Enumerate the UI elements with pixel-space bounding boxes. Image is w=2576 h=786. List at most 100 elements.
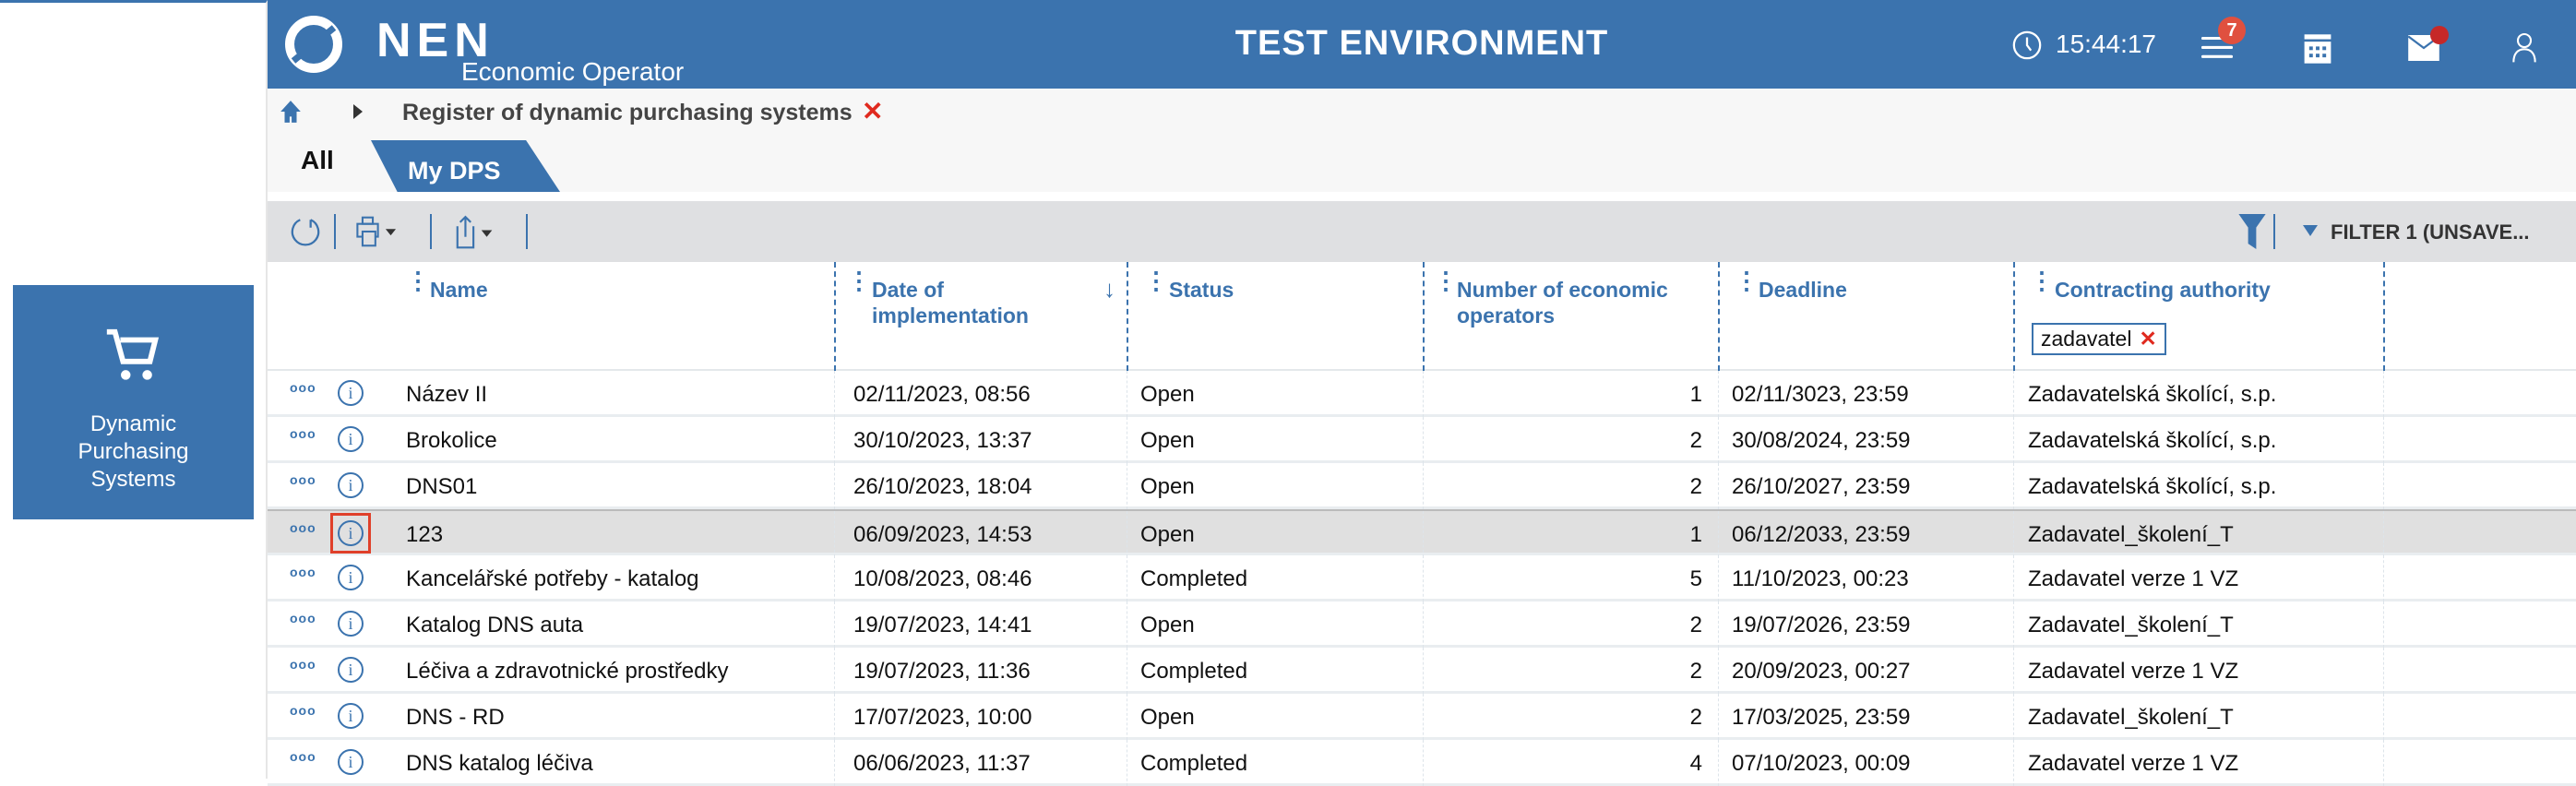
cell-divider <box>1423 511 1424 557</box>
table-row[interactable]: ooo i Kancelářské potřeby - katalog 10/08/2… <box>268 555 2576 601</box>
cell-status: Completed <box>1140 751 1248 776</box>
table-row[interactable]: ooo i DNS - RD 17/07/2023, 10:00 Open 2 17/03/… <box>268 694 2576 740</box>
sort-descending-icon[interactable]: ↓ <box>1103 275 1115 303</box>
cell-authority: Zadavatel verze 1 VZ <box>2028 751 2239 776</box>
column-divider[interactable] <box>1423 262 1425 371</box>
info-icon[interactable]: i <box>338 472 364 498</box>
info-icon[interactable]: i <box>338 749 364 775</box>
authority-filter-chip[interactable]: zadavatel ✕ <box>2032 323 2166 355</box>
cell-divider <box>834 417 835 463</box>
print-button[interactable] <box>356 216 402 252</box>
more-actions-icon[interactable]: ooo <box>290 520 316 535</box>
table-row[interactable]: ooo i DNS01 26/10/2023, 18:04 Open 2 26/10/202… <box>268 463 2576 509</box>
more-actions-icon[interactable]: ooo <box>290 703 316 718</box>
column-menu-icon[interactable]: ⋮ <box>847 267 871 294</box>
table-row[interactable]: ooo i Katalog DNS auta 19/07/2023, 14:41 Ope… <box>268 601 2576 648</box>
info-icon[interactable]: i <box>338 565 364 590</box>
info-icon[interactable]: i <box>338 657 364 683</box>
cell-status: Open <box>1140 428 1195 453</box>
filter-icon[interactable] <box>2238 214 2266 249</box>
info-icon[interactable]: i <box>338 703 364 729</box>
tab-my-dps[interactable]: My DPS <box>371 140 560 192</box>
column-divider[interactable] <box>2383 262 2385 371</box>
table-row[interactable]: ooo i Léčiva a zdravotnické prostředky 19/0… <box>268 648 2576 694</box>
column-menu-icon[interactable]: ⋮ <box>1434 267 1458 294</box>
column-menu-icon[interactable]: ⋮ <box>1144 267 1168 294</box>
cell-authority: Zadavatel verze 1 VZ <box>2028 659 2239 684</box>
cell-divider <box>2383 740 2384 786</box>
cell-operators: 2 <box>1689 474 1702 499</box>
cell-date: 30/10/2023, 13:37 <box>853 428 1032 453</box>
cell-divider <box>1423 740 1424 786</box>
chevron-down-icon[interactable] <box>2303 225 2318 236</box>
cell-authority: Zadavatel_školení_T <box>2028 522 2234 547</box>
more-actions-icon[interactable]: ooo <box>290 749 316 764</box>
table-row[interactable]: ooo i 123 06/09/2023, 14:53 Open 1 06/12/2033,… <box>268 509 2576 557</box>
cell-divider <box>834 555 835 601</box>
info-icon[interactable]: i <box>338 611 364 637</box>
cell-operators: 5 <box>1689 566 1702 591</box>
tab-all[interactable]: All <box>301 146 334 174</box>
breadcrumb-current[interactable]: Register of dynamic purchasing systems <box>402 100 853 125</box>
more-actions-icon[interactable]: ooo <box>290 657 316 672</box>
remove-filter-icon[interactable]: ✕ <box>2139 327 2157 351</box>
sidebar-tile-dynamic-purchasing-systems[interactable]: Dynamic Purchasing Systems <box>13 285 254 519</box>
info-icon[interactable]: i <box>338 380 364 406</box>
info-icon[interactable]: i <box>338 520 364 546</box>
table-row[interactable]: ooo i Název II 02/11/2023, 08:56 Open 1 02/11/… <box>268 371 2576 417</box>
column-header-authority[interactable]: Contracting authority <box>2055 278 2271 302</box>
cell-divider <box>834 463 835 509</box>
info-icon[interactable]: i <box>338 426 364 452</box>
table-row[interactable]: ooo i DNS katalog léčiva 06/06/2023, 11:37 C… <box>268 740 2576 786</box>
cell-divider <box>2013 694 2014 740</box>
cell-divider <box>834 648 835 694</box>
close-breadcrumb-icon[interactable]: ✕ <box>862 97 884 125</box>
export-button[interactable] <box>452 214 500 254</box>
more-actions-icon[interactable]: ooo <box>290 565 316 579</box>
filter-selector[interactable]: FILTER 1 (UNSAVE... <box>2331 220 2530 244</box>
column-divider[interactable] <box>1718 262 1720 371</box>
cell-name: 123 <box>406 522 444 547</box>
column-menu-icon[interactable]: ⋮ <box>406 267 430 294</box>
cell-divider <box>2383 463 2384 509</box>
column-menu-icon[interactable]: ⋮ <box>2030 267 2054 294</box>
column-divider[interactable] <box>2013 262 2015 371</box>
refresh-icon[interactable] <box>290 214 321 249</box>
cell-status: Open <box>1140 613 1195 637</box>
cell-deadline: 26/10/2027, 23:59 <box>1732 474 1911 499</box>
column-header-date[interactable]: Date of implementation <box>872 277 1029 328</box>
cell-divider <box>2013 371 2014 417</box>
cell-divider <box>834 740 835 786</box>
column-menu-icon[interactable]: ⋮ <box>1735 267 1759 294</box>
cell-operators: 2 <box>1689 705 1702 730</box>
cell-name: Léčiva a zdravotnické prostředky <box>406 659 729 684</box>
notifications-menu-button[interactable]: 7 <box>2200 17 2246 69</box>
more-actions-icon[interactable]: ooo <box>290 426 316 441</box>
cell-divider <box>1423 417 1424 463</box>
more-actions-icon[interactable]: ooo <box>290 380 316 395</box>
cell-deadline: 11/10/2023, 00:23 <box>1732 566 1909 591</box>
cell-name: Brokolice <box>406 428 497 453</box>
home-icon[interactable] <box>279 100 303 124</box>
column-divider[interactable] <box>834 262 836 371</box>
column-header-name[interactable]: Name <box>430 278 488 302</box>
user-icon[interactable] <box>2511 31 2537 63</box>
cell-divider <box>2013 740 2014 786</box>
calendar-icon[interactable] <box>2303 33 2332 65</box>
export-icon <box>456 215 493 249</box>
more-actions-icon[interactable]: ooo <box>290 611 316 625</box>
cell-authority: Zadavatelská školící, s.p. <box>2028 382 2277 407</box>
more-actions-icon[interactable]: ooo <box>290 472 316 487</box>
messages-button[interactable] <box>2407 26 2449 66</box>
cell-name: Název II <box>406 382 488 407</box>
tab-bar: All My DPS <box>268 137 2576 192</box>
cell-authority: Zadavatelská školící, s.p. <box>2028 474 2277 499</box>
cell-divider <box>2383 555 2384 601</box>
role-subtitle: Economic Operator <box>461 57 685 86</box>
column-header-operators[interactable]: Number of economic operators <box>1457 277 1668 328</box>
column-header-deadline[interactable]: Deadline <box>1759 278 1847 302</box>
notifications-badge: 7 <box>2218 17 2246 44</box>
table-row[interactable]: ooo i Brokolice 30/10/2023, 13:37 Open 2 30/08… <box>268 417 2576 463</box>
column-header-status[interactable]: Status <box>1169 278 1234 302</box>
column-divider[interactable] <box>1127 262 1128 371</box>
